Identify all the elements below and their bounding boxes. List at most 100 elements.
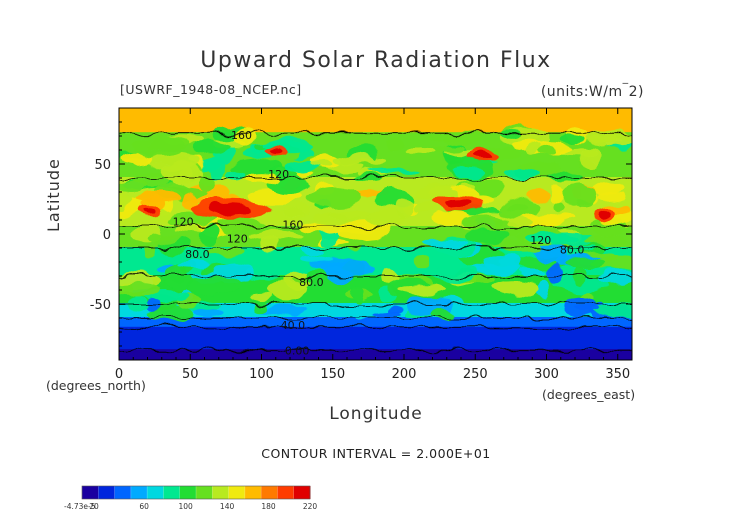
contour-patch	[299, 254, 331, 262]
axes: 0 50 100 150 200 250 300 350 -50 0 50	[90, 108, 632, 382]
contour-patch	[194, 140, 229, 155]
contour-patch	[298, 246, 326, 255]
contour-label: 120	[530, 234, 551, 247]
contour-label: 0.00	[285, 344, 310, 357]
contour-patch	[352, 287, 366, 303]
contour-label: 120	[268, 168, 289, 181]
colorbar-swatch	[212, 486, 230, 499]
colorbar-tick-label: 20	[89, 502, 99, 511]
contour-interval-label: CONTOUR INTERVAL = 2.000E+01	[261, 446, 491, 461]
contour-patch	[355, 307, 370, 323]
contour-patch	[119, 180, 149, 191]
contour-patch	[460, 214, 507, 231]
contour-patch	[592, 304, 632, 317]
x-tick-label: 200	[392, 367, 417, 382]
contour-patch	[243, 174, 282, 184]
colorbar-tick-label: 140	[220, 502, 235, 511]
contour-patch	[283, 160, 319, 171]
contour-patch	[588, 136, 625, 145]
colorbar-swatch	[114, 486, 132, 499]
contour-patch	[257, 236, 279, 252]
contour-patch	[412, 253, 432, 270]
contour-patch	[148, 232, 181, 245]
contour-patch	[198, 171, 216, 191]
contour-patch	[217, 217, 267, 235]
colorbar-swatch	[147, 486, 164, 499]
contour-patch	[598, 269, 632, 285]
colorbar-tick-label: 180	[261, 502, 276, 511]
latitude-band	[119, 303, 632, 319]
x-tick-label: 150	[320, 367, 345, 382]
contour-patch	[120, 152, 152, 165]
contour-patch	[452, 166, 486, 177]
colorbar-swatch	[179, 486, 197, 499]
colorbar-tick-label: 60	[139, 502, 149, 511]
contour-patch	[319, 260, 374, 276]
contour-patch	[175, 226, 200, 234]
x-tick-label: 250	[463, 367, 488, 382]
contour-label: 120	[227, 232, 248, 245]
hot-spot-core	[598, 211, 609, 218]
contour-patch	[550, 184, 564, 205]
colorbar-swatch	[82, 486, 99, 499]
x-tick-label: 300	[534, 367, 559, 382]
colorbar-swatch	[244, 486, 262, 499]
contour-patch	[581, 234, 627, 246]
contour-patch	[483, 252, 520, 273]
contour-patch	[258, 305, 308, 316]
hot-spot-core	[443, 198, 473, 209]
contour-patch	[523, 233, 577, 243]
colorbar-tick-label: 220	[303, 502, 318, 511]
colorbar-swatch	[261, 486, 278, 499]
contour-patch	[510, 218, 531, 227]
contour-patch	[199, 225, 219, 246]
contour-patch	[594, 181, 624, 195]
contour-patch	[400, 284, 445, 295]
x-tick-label: 0	[115, 367, 123, 382]
contour-patch	[144, 298, 162, 312]
contour-patch	[163, 277, 194, 289]
chart-title: Upward Solar Radiation Flux	[200, 48, 552, 73]
contour-patch	[430, 307, 454, 321]
contour-field	[119, 108, 632, 360]
contour-lines	[119, 132, 632, 351]
contour-patch	[433, 265, 479, 283]
contour-patch	[505, 167, 540, 178]
contour-patch	[504, 203, 530, 212]
contour-patch	[371, 311, 401, 319]
contour-patch	[387, 305, 400, 314]
contour-patch	[516, 269, 548, 276]
contour-patch	[383, 268, 399, 286]
hot-spot-core	[208, 202, 253, 215]
contour-patch	[177, 261, 210, 269]
contour-label: 160	[282, 218, 303, 231]
contour-patch	[519, 214, 566, 228]
contour-labels: 160 120 120 160 120 80.0 80.0 120 80.0 40.0 0.00	[173, 129, 585, 358]
colorbar-tick-label: 100	[178, 502, 193, 511]
contour-patch	[119, 282, 162, 298]
latitude-band	[119, 317, 632, 329]
contour-patch	[538, 280, 551, 299]
y-tick-label: 50	[94, 158, 111, 173]
colorbar-swatch	[277, 486, 295, 499]
contour-patch	[177, 167, 191, 184]
contour-patch	[395, 197, 412, 218]
file-label: [USWRF_1948-08_NCEP.nc]	[120, 82, 302, 97]
contour-patch	[548, 173, 582, 182]
hot-spot-core	[473, 152, 492, 159]
hot-spot-core	[269, 150, 283, 156]
contour-patch	[548, 263, 563, 284]
latitude-band	[119, 349, 632, 360]
colorbar-swatch	[228, 486, 246, 499]
contour-label: 160	[231, 129, 252, 142]
contour-patch	[195, 308, 223, 317]
contour-patch	[314, 211, 346, 227]
x-tick-label: 350	[605, 367, 630, 382]
contour-patch	[405, 146, 436, 156]
contour-patch	[598, 191, 627, 203]
colorbar-min-label: -4.73e-5	[64, 502, 96, 511]
colorbar-swatch	[196, 486, 213, 499]
colorbar-swatch	[293, 486, 311, 499]
contour-patch	[466, 225, 511, 246]
y-tick-label: 0	[103, 228, 111, 243]
